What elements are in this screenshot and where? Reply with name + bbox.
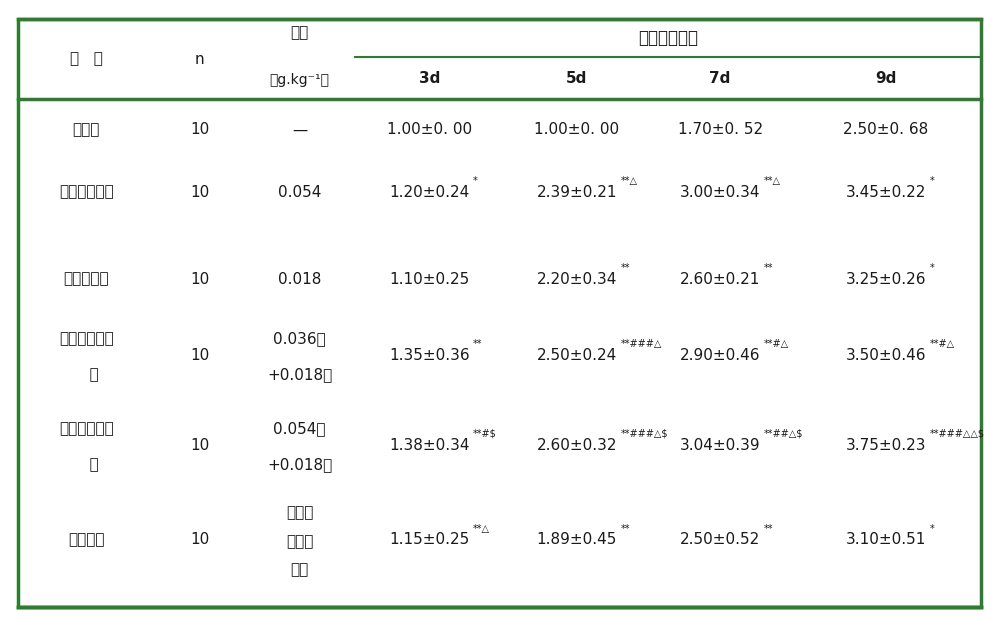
Text: **: ** xyxy=(473,339,483,349)
Text: 马应龙组: 马应龙组 xyxy=(68,532,105,547)
Text: 3.04±0.39: 3.04±0.39 xyxy=(680,438,760,452)
Text: 1.35±0.36: 1.35±0.36 xyxy=(389,347,470,363)
Text: +0.018卡: +0.018卡 xyxy=(267,367,332,383)
Text: 1.70±0. 52: 1.70±0. 52 xyxy=(678,123,763,137)
Text: 1.00±0. 00: 1.00±0. 00 xyxy=(387,123,472,137)
Text: 10: 10 xyxy=(190,532,209,547)
Text: 1.00±0. 00: 1.00±0. 00 xyxy=(534,123,619,137)
Text: 0.054已: 0.054已 xyxy=(273,422,326,436)
Text: 2.50±0.52: 2.50±0.52 xyxy=(680,532,760,547)
Text: **##△$: **##△$ xyxy=(764,429,803,439)
Text: 2.39±0.21: 2.39±0.21 xyxy=(537,184,617,199)
Text: 组: 组 xyxy=(75,457,98,472)
Text: **: ** xyxy=(764,263,773,273)
Text: 1.38±0.34: 1.38±0.34 xyxy=(389,438,470,452)
Text: 0.018: 0.018 xyxy=(278,272,321,287)
Text: 组   别: 组 别 xyxy=(70,51,103,66)
Text: *: * xyxy=(473,176,478,186)
Text: 1.10±0.25: 1.10±0.25 xyxy=(389,272,470,287)
Text: 组: 组 xyxy=(75,367,98,383)
Text: **###△: **###△ xyxy=(620,339,662,349)
Text: **#$: **#$ xyxy=(473,429,497,439)
Text: 3.25±0.26: 3.25±0.26 xyxy=(846,272,926,287)
Text: 1.20±0.24: 1.20±0.24 xyxy=(389,184,470,199)
Text: 3.50±0.46: 3.50±0.46 xyxy=(846,347,926,363)
Text: 2.60±0.21: 2.60±0.21 xyxy=(680,272,760,287)
Text: n: n xyxy=(195,51,205,66)
Text: 1.15±0.25: 1.15±0.25 xyxy=(389,532,470,547)
Text: 2.50±0. 68: 2.50±0. 68 xyxy=(843,123,929,137)
Text: 溃疡程度评分: 溃疡程度评分 xyxy=(638,29,698,47)
Text: **###△$: **###△$ xyxy=(620,429,668,439)
Text: **###△△$: **###△△$ xyxy=(929,429,984,439)
Text: 10: 10 xyxy=(190,184,209,199)
Text: 10: 10 xyxy=(190,123,209,137)
Text: **: ** xyxy=(764,524,773,534)
Text: **#△: **#△ xyxy=(929,339,955,349)
Text: 3.00±0.34: 3.00±0.34 xyxy=(680,184,760,199)
Text: 剂量: 剂量 xyxy=(291,25,309,40)
Text: 7d: 7d xyxy=(709,71,731,85)
Text: 对照组: 对照组 xyxy=(73,123,100,137)
Text: **#△: **#△ xyxy=(764,339,789,349)
Text: **: ** xyxy=(620,263,630,273)
Text: **: ** xyxy=(620,524,630,534)
Text: 2.60±0.32: 2.60±0.32 xyxy=(537,438,617,452)
Text: +0.018卡: +0.018卡 xyxy=(267,457,332,472)
Text: **△: **△ xyxy=(620,176,637,186)
Text: 3.75±0.23: 3.75±0.23 xyxy=(846,438,926,452)
Text: 2.20±0.34: 2.20±0.34 xyxy=(537,272,617,287)
Text: 3.10±0.51: 3.10±0.51 xyxy=(846,532,926,547)
Text: 0.036已: 0.036已 xyxy=(273,331,326,346)
Text: 0.054: 0.054 xyxy=(278,184,321,199)
Text: 卡络磺钠组: 卡络磺钠组 xyxy=(64,272,109,287)
Text: 组合物复方高: 组合物复方高 xyxy=(59,422,114,436)
Text: *: * xyxy=(929,524,934,534)
Text: 2.90±0.46: 2.90±0.46 xyxy=(680,347,760,363)
Text: 组合物复方低: 组合物复方低 xyxy=(59,331,114,346)
Text: 马应龙: 马应龙 xyxy=(286,505,313,521)
Text: 1.89±0.45: 1.89±0.45 xyxy=(537,532,617,547)
Text: *: * xyxy=(929,176,934,186)
Text: 麝香痔: 麝香痔 xyxy=(286,534,313,549)
Text: 10: 10 xyxy=(190,272,209,287)
Text: **△: **△ xyxy=(764,176,781,186)
Text: 10: 10 xyxy=(190,438,209,452)
Text: —: — xyxy=(292,123,307,137)
Text: 5d: 5d xyxy=(566,71,587,85)
Text: *: * xyxy=(929,263,934,273)
Text: 9d: 9d xyxy=(875,71,897,85)
Text: 3.45±0.22: 3.45±0.22 xyxy=(846,184,926,199)
Text: 2.50±0.24: 2.50±0.24 xyxy=(537,347,617,363)
Text: 10: 10 xyxy=(190,347,209,363)
Text: 3d: 3d xyxy=(419,71,440,85)
Text: 疮膏: 疮膏 xyxy=(291,563,309,578)
Text: （g.kg⁻¹）: （g.kg⁻¹） xyxy=(270,73,330,87)
Text: 己酮可可碱组: 己酮可可碱组 xyxy=(59,184,114,199)
Text: **△: **△ xyxy=(473,524,490,534)
